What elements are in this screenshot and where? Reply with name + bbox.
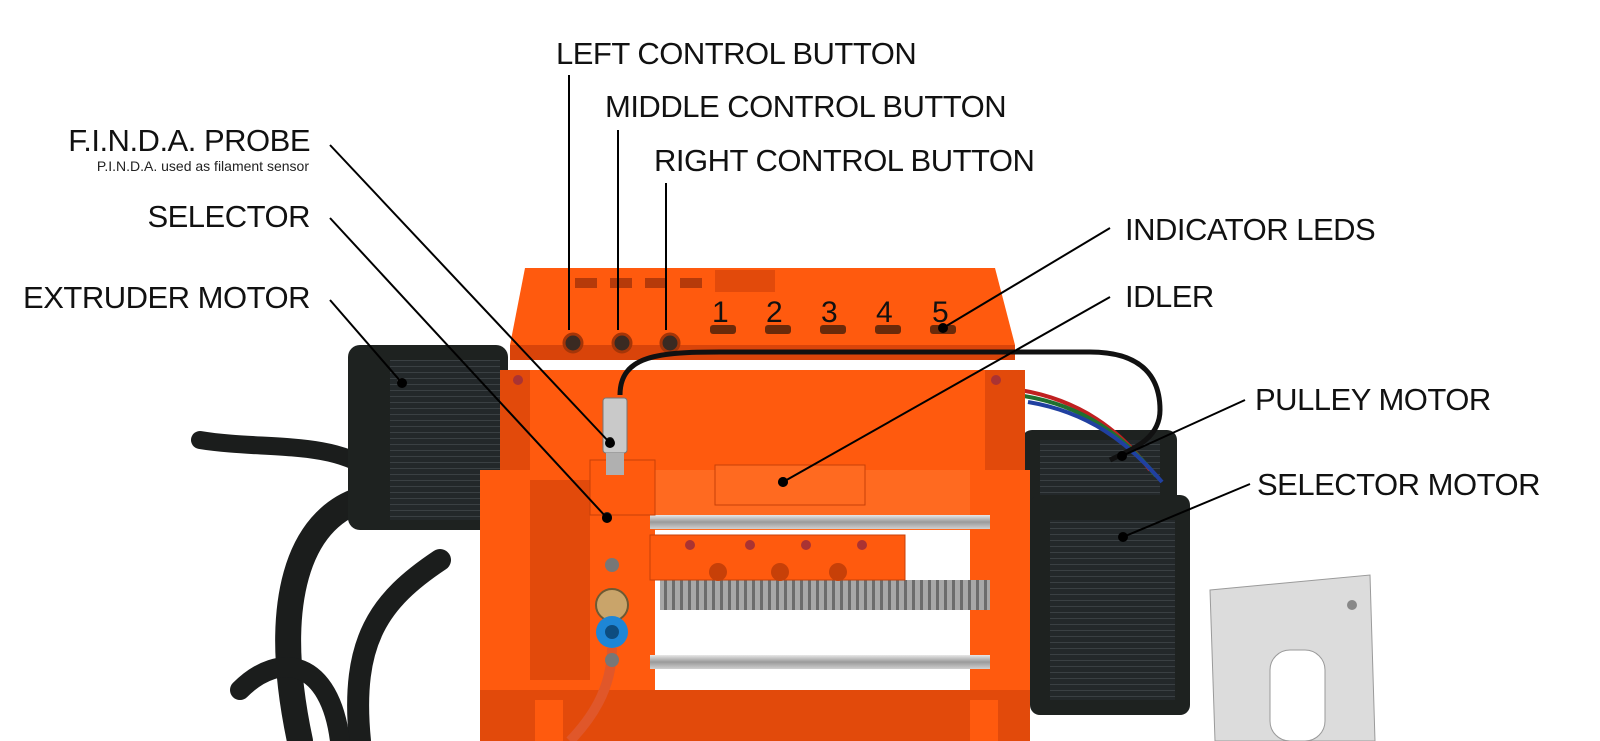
label-left-control-button: LEFT CONTROL BUTTON <box>556 36 917 71</box>
leader-indicator-leds <box>942 227 1111 329</box>
indicator-led-slots <box>710 325 956 334</box>
finda-probe-sensor-icon <box>602 397 628 475</box>
leader-lines <box>329 75 1251 538</box>
sensor-cable <box>617 349 1163 463</box>
motor-wires <box>1019 388 1164 484</box>
label-pulley-motor: PULLEY MOTOR <box>1255 382 1491 417</box>
label-selector-motor: SELECTOR MOTOR <box>1257 467 1540 502</box>
label-right-control-button: RIGHT CONTROL BUTTON <box>654 143 1035 178</box>
leader-selector <box>329 217 608 519</box>
leader-extruder <box>329 299 403 384</box>
slot-number-2: 2 <box>766 296 783 329</box>
lead-screw-icon <box>660 580 990 610</box>
metal-frame <box>1209 574 1376 741</box>
slot-number-4: 4 <box>876 296 893 329</box>
label-middle-control-button: MIDDLE CONTROL BUTTON <box>605 89 1007 124</box>
right-leg <box>970 700 998 741</box>
label-idler: IDLER <box>1125 279 1214 314</box>
idler-part <box>714 464 866 506</box>
label-selector: SELECTOR <box>147 199 310 234</box>
selector-carriage <box>589 459 906 581</box>
label-indicator-leds: INDICATOR LEDS <box>1125 212 1376 247</box>
leader-dots <box>397 323 1128 542</box>
guide-rods <box>650 515 990 669</box>
left-leg <box>535 700 563 741</box>
leader-idler <box>782 296 1111 483</box>
filament-tube-icon <box>566 558 629 741</box>
slot-number-1: 1 <box>712 296 729 329</box>
slot-number-5: 5 <box>932 296 949 329</box>
label-extruder-motor: EXTRUDER MOTOR <box>23 280 310 315</box>
leader-pulley-motor <box>1121 399 1246 457</box>
selector-motor-body <box>1030 495 1190 715</box>
label-finda-probe-note: P.I.N.D.A. used as filament sensor <box>96 158 309 174</box>
slot-numbers: 1 2 3 4 5 <box>712 296 949 329</box>
control-buttons <box>562 332 681 354</box>
slot-number-3: 3 <box>821 296 838 329</box>
leader-finda <box>329 144 611 444</box>
label-finda-probe: F.I.N.D.A. PROBE <box>68 123 310 158</box>
leader-selector-motor <box>1122 483 1251 538</box>
extruder-motor-body <box>348 345 508 530</box>
